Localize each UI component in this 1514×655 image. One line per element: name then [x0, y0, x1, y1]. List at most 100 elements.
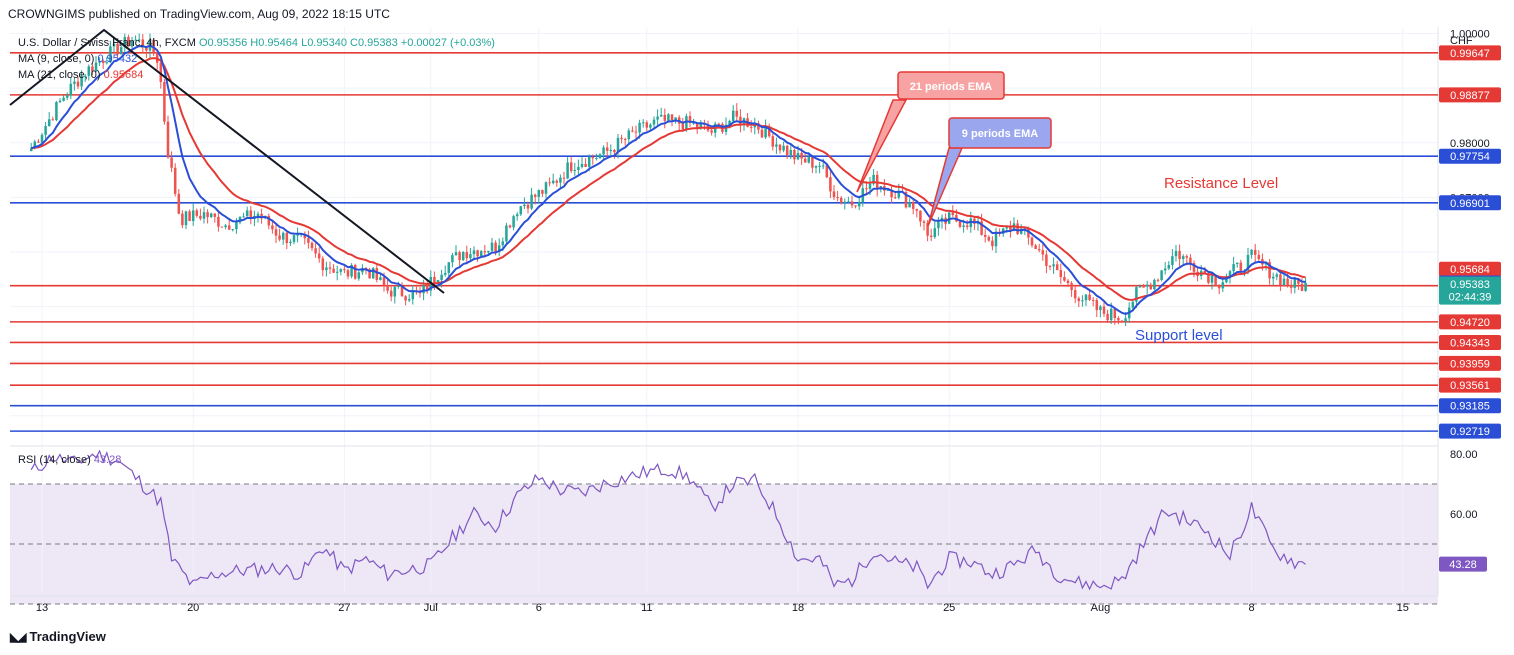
candle-body	[659, 114, 663, 117]
candle-body	[404, 296, 407, 301]
candle-body	[623, 139, 627, 141]
candle-body	[1081, 300, 1084, 302]
candle-body	[857, 202, 861, 207]
ma9-line	[30, 44, 1306, 315]
candle-body	[695, 122, 699, 129]
candle-body	[487, 250, 490, 253]
candle-body	[821, 165, 825, 167]
candle-body	[289, 241, 292, 244]
candle-body	[1239, 262, 1243, 271]
candle-body	[656, 116, 659, 120]
candle-body	[641, 122, 645, 124]
candle-body	[281, 232, 285, 240]
candle-body	[537, 190, 541, 197]
candle-body	[101, 61, 105, 64]
time-tick-label: 11	[641, 602, 652, 614]
candle-body	[112, 43, 116, 47]
candle-body	[620, 137, 623, 140]
candle-body	[47, 119, 51, 127]
ema21-callout-box	[897, 71, 1005, 100]
candle-body	[332, 268, 335, 273]
candle-body	[566, 162, 569, 179]
candle-body	[1073, 290, 1077, 299]
candle-body	[973, 218, 976, 224]
candle-body	[1059, 270, 1063, 278]
candle-body	[1268, 262, 1271, 279]
candle-body	[1293, 278, 1297, 288]
level-price-tag-text: 0.99647	[1450, 48, 1490, 60]
candle-body	[836, 197, 839, 199]
candle-body	[76, 81, 80, 87]
candle-body	[897, 191, 901, 198]
legend-ma9-label: MA (9, close, 0)	[18, 53, 95, 65]
candle-body	[62, 97, 65, 101]
candle-body	[980, 221, 983, 235]
candle-body	[184, 211, 188, 226]
candle-body	[69, 83, 73, 96]
candle-body	[105, 62, 109, 64]
legend-change: +0.00027 (+0.03%)	[400, 37, 495, 49]
ema21-callout-pointer	[856, 99, 908, 193]
candle-body	[598, 154, 602, 158]
candle-body	[1167, 265, 1171, 269]
candle-body	[353, 265, 357, 279]
candle-body	[1005, 226, 1009, 229]
candle-body	[685, 116, 688, 130]
legend-ma21-row[interactable]: MA (21, close, 0) 0.95684	[18, 67, 495, 83]
resistance-level-label: Resistance Level	[1164, 175, 1278, 192]
legend-ma9-value: 0.95432	[97, 53, 138, 65]
candle-body	[260, 213, 263, 219]
candle-body	[587, 157, 591, 167]
candle-body	[58, 100, 62, 103]
candle-body	[227, 225, 231, 230]
time-axis-group: 13 20 27 Jul 6 11 18 25 Aug 8 15	[36, 602, 1409, 614]
candle-body	[98, 61, 101, 63]
candle-body	[1207, 273, 1210, 283]
candle-body	[1084, 294, 1088, 301]
candle-body	[937, 221, 940, 229]
candle-body	[256, 213, 260, 216]
candle-body	[926, 222, 929, 236]
candle-body	[1070, 283, 1073, 291]
rsi-group	[10, 449, 1438, 605]
candle-body	[1228, 271, 1232, 278]
candle-body	[393, 286, 397, 297]
candle-body	[328, 267, 332, 269]
candle-body	[443, 272, 447, 275]
candle-body	[307, 238, 310, 243]
candle-body	[1048, 265, 1052, 267]
candle-body	[249, 210, 253, 219]
candle-body	[832, 191, 836, 198]
brand[interactable]: ◣◢ TradingView	[10, 629, 106, 644]
candle-body	[1279, 274, 1282, 286]
candle-body	[1210, 275, 1214, 283]
candle-body	[137, 39, 141, 41]
candle-body	[1124, 318, 1127, 322]
legend-ma9-row[interactable]: MA (9, close, 0) 0.95432	[18, 51, 495, 67]
candle-body	[649, 124, 652, 128]
level-price-tag	[1439, 195, 1501, 211]
candle-body	[350, 265, 353, 277]
candle-body	[343, 269, 346, 271]
candle-body	[569, 162, 573, 171]
candle-body	[166, 121, 170, 158]
rsi-legend[interactable]: RSI (14, close) 43.28	[18, 454, 121, 466]
level-price-tag	[1439, 45, 1501, 61]
candle-body	[1304, 282, 1307, 291]
candle-body	[584, 163, 587, 167]
current-price-tag-subtext: 02:44:39	[1449, 292, 1492, 304]
grid-group	[10, 27, 1439, 597]
candle-body	[91, 66, 94, 72]
candle-body	[127, 37, 130, 47]
candle-body	[80, 75, 83, 87]
candle-body	[220, 226, 224, 228]
candle-body	[1192, 263, 1196, 272]
candle-body	[911, 202, 915, 209]
candle-body	[1250, 249, 1253, 255]
candle-body	[130, 40, 134, 47]
time-tick-label: 18	[792, 602, 804, 614]
candle-body	[1297, 278, 1300, 284]
level-price-tag	[1439, 314, 1501, 330]
candle-body	[1189, 257, 1192, 264]
